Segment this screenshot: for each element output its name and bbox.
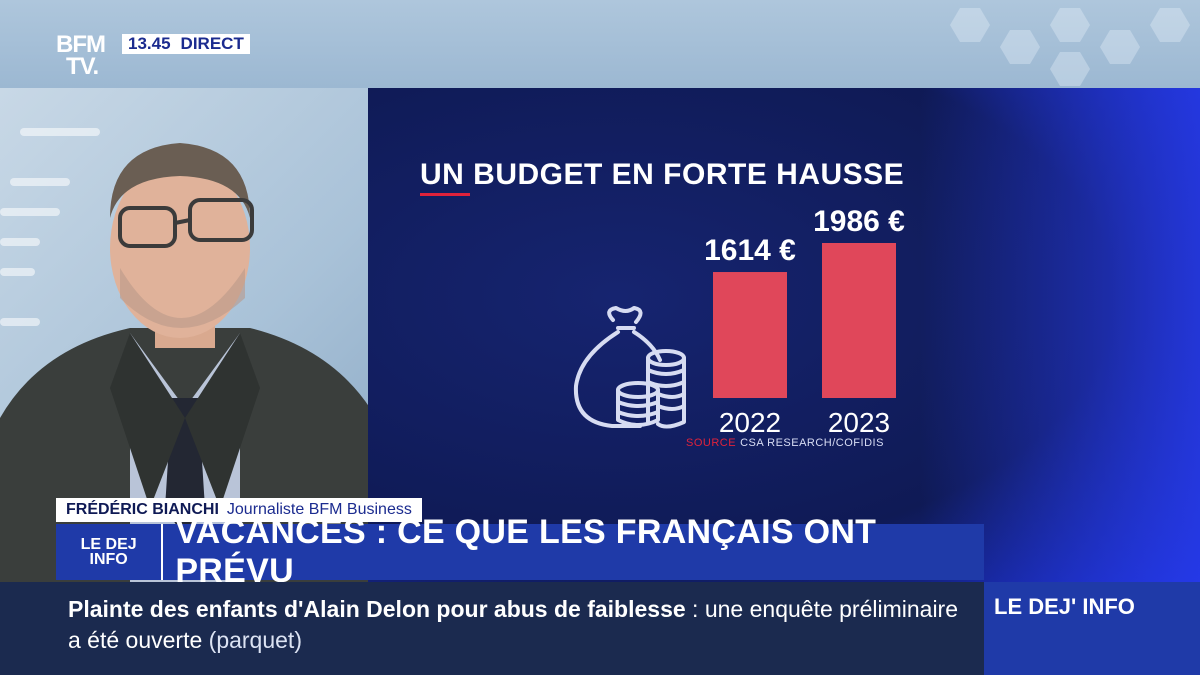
ticker-normal: une enquête préliminaire a été ouverte — [68, 596, 959, 653]
studio-background — [0, 88, 370, 608]
program-logo-line1: LE DEJ — [80, 536, 137, 553]
panel-glow — [920, 88, 1200, 608]
headline-text: VACANCES : CE QUE LES FRANÇAIS ONT PRÉVU — [175, 513, 877, 590]
live-clock: 13.45 DIRECT — [122, 34, 250, 54]
title-underline — [420, 193, 470, 196]
guest-name: FRÉDÉRIC BIANCHI — [66, 501, 219, 518]
program-box: LE DEJ' INFO — [984, 582, 1200, 675]
category-label-2022: 2022 — [719, 407, 781, 438]
source-label: SOURCE — [686, 437, 737, 449]
bar-chart: 1614 € 2022 1986 € 2023 — [573, 205, 905, 438]
news-ticker: Plainte des enfants d'Alain Delon pour a… — [0, 582, 984, 675]
money-bag-coins-icon — [573, 306, 686, 429]
value-label-2023: 1986 € — [813, 205, 905, 238]
bar-2023 — [822, 243, 896, 398]
bar-2022 — [713, 272, 787, 398]
channel-logo-line1: BFM — [56, 31, 106, 58]
program-logo-line2: INFO — [89, 551, 128, 568]
clock-time: 13.45 — [128, 34, 171, 53]
program-logo: LE DEJ INFO — [56, 524, 164, 580]
guest-role: Journaliste BFM Business — [226, 501, 412, 518]
value-label-2022: 1614 € — [704, 234, 796, 267]
category-label-2023: 2023 — [828, 407, 890, 438]
live-label: DIRECT — [180, 34, 244, 53]
ticker-sep: : — [685, 596, 705, 622]
hexagon-pattern — [950, 8, 1190, 86]
source-note: SOURCE CSA RESEARCH/COFIDIS — [686, 437, 884, 449]
headline-bar: LE DEJ INFO VACANCES : CE QUE LES FRANÇA… — [56, 513, 984, 590]
program-label: LE DEJ' INFO — [994, 594, 1135, 619]
ticker-paren: (parquet) — [208, 627, 302, 653]
channel-logo-line2: TV. — [66, 53, 99, 80]
infographic-title: UN BUDGET EN FORTE HAUSSE — [420, 158, 905, 191]
infographic-panel: UN BUDGET EN FORTE HAUSSE 1614 € 2022 1986… — [368, 88, 1200, 608]
name-strap: FRÉDÉRIC BIANCHI Journaliste BFM Busines… — [56, 498, 422, 522]
channel-logo: BFM TV. — [56, 31, 116, 82]
ticker-bold: Plainte des enfants d'Alain Delon pour a… — [68, 596, 686, 622]
ticker-text: Plainte des enfants d'Alain Delon pour a… — [68, 594, 968, 656]
source-text: CSA RESEARCH/COFIDIS — [740, 437, 884, 449]
